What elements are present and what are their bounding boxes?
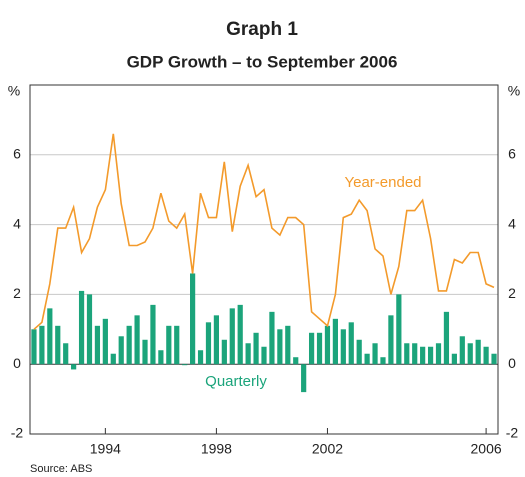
bar: [174, 325, 180, 365]
bar: [491, 353, 497, 365]
y-tick-label: 4: [13, 215, 21, 231]
y-tick-label: 2: [13, 285, 21, 301]
y2-axis-label: %: [508, 83, 520, 99]
y-tick-label: 0: [13, 355, 21, 371]
bar: [483, 346, 489, 365]
y2-tick-label: 4: [508, 215, 516, 231]
legend-label: Year-ended: [344, 174, 421, 191]
x-tick-label: 2006: [471, 441, 502, 457]
y-tick-label: -2: [11, 425, 24, 441]
bar: [412, 343, 418, 365]
bar: [293, 357, 299, 365]
bar: [197, 350, 204, 365]
bar: [459, 336, 465, 365]
bar: [443, 311, 450, 365]
x-tick-label: 1998: [201, 441, 232, 457]
bar: [166, 325, 172, 365]
bar: [451, 353, 457, 365]
bar: [182, 364, 188, 366]
source: Source: ABS: [30, 463, 92, 475]
bar: [110, 353, 116, 365]
bar: [229, 308, 235, 365]
bar: [316, 332, 323, 365]
bar: [253, 332, 259, 365]
bar: [102, 318, 108, 365]
bar: [269, 311, 275, 365]
bar: [380, 357, 386, 365]
bar: [388, 315, 394, 365]
bar: [142, 339, 148, 365]
bar: [467, 343, 473, 365]
bar: [190, 273, 196, 365]
bar: [396, 294, 402, 365]
y-tick-label: 6: [13, 146, 21, 162]
bar: [308, 332, 315, 365]
bar: [55, 325, 61, 365]
bar: [86, 294, 93, 365]
y2-tick-label: 2: [508, 285, 516, 301]
chart-title: Graph 1: [226, 19, 298, 40]
bar: [150, 304, 156, 365]
bar: [348, 322, 354, 365]
bar: [340, 329, 346, 365]
y2-tick-label: -2: [506, 425, 519, 441]
bar: [126, 325, 132, 365]
x-tick-label: 2002: [312, 441, 343, 457]
bar: [71, 364, 77, 370]
y-axis-label: %: [8, 83, 20, 99]
bar: [324, 325, 331, 365]
bar: [420, 346, 426, 365]
bar: [301, 364, 307, 393]
bar: [158, 350, 164, 365]
bar: [277, 329, 283, 365]
bar: [94, 325, 101, 365]
bar: [205, 322, 212, 365]
bar: [364, 353, 370, 365]
bar: [404, 343, 410, 365]
bar: [134, 315, 140, 365]
plot-frame: [29, 84, 499, 435]
bar: [237, 304, 243, 365]
bar: [332, 318, 338, 365]
bar: [427, 346, 434, 365]
bar: [356, 339, 362, 365]
bar: [213, 315, 220, 365]
bar: [47, 308, 53, 365]
y2-tick-label: 6: [508, 146, 516, 162]
bar: [31, 329, 37, 365]
bar: [285, 325, 291, 365]
bar: [78, 290, 85, 365]
bar: [245, 343, 251, 365]
bar: [435, 343, 442, 365]
y2-tick-label: 0: [508, 355, 516, 371]
bar: [118, 336, 124, 365]
x-tick-label: 1994: [90, 441, 121, 457]
bar: [261, 346, 267, 365]
bar: [39, 325, 45, 365]
bar: [475, 339, 481, 365]
chart-subtitle: GDP Growth – to September 2006: [127, 52, 398, 71]
line: [33, 133, 495, 330]
bar: [63, 343, 69, 365]
bar: [221, 339, 227, 365]
legend-label: Quarterly: [205, 373, 267, 390]
bar: [372, 343, 378, 365]
